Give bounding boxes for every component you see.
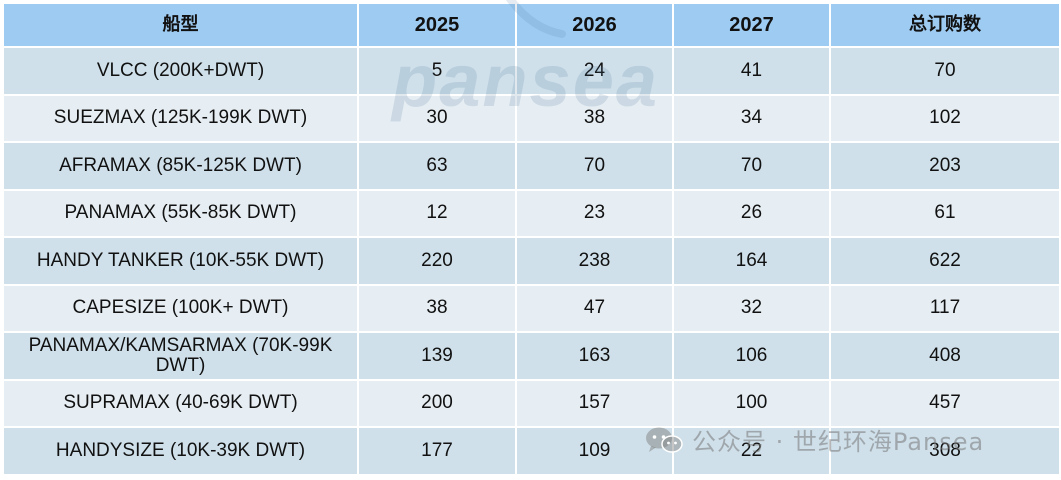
cell-total: 308 [829, 426, 1061, 476]
cell-2025: 200 [357, 378, 517, 428]
table-row: SUPRAMAX (40-69K DWT) 200 157 100 457 [2, 378, 1061, 428]
cell-2027: 100 [672, 378, 831, 428]
cell-total: 117 [829, 283, 1061, 333]
cell-2025: 177 [357, 426, 517, 476]
cell-total: 61 [829, 188, 1061, 238]
cell-2027: 106 [672, 331, 831, 381]
cell-total: 457 [829, 378, 1061, 428]
cell-ship-type: PANAMAX (55K-85K DWT) [2, 188, 359, 238]
table-row: SUEZMAX (125K-199K DWT) 30 38 34 102 [2, 93, 1061, 143]
cell-total: 102 [829, 93, 1061, 143]
cell-2027: 26 [672, 188, 831, 238]
cell-ship-type: VLCC (200K+DWT) [2, 46, 359, 96]
cell-2025: 5 [357, 46, 517, 96]
header-2026: 2026 [515, 2, 674, 48]
table-row: PANAMAX (55K-85K DWT) 12 23 26 61 [2, 188, 1061, 238]
cell-total: 203 [829, 141, 1061, 191]
cell-2026: 238 [515, 236, 674, 286]
cell-2026: 163 [515, 331, 674, 381]
cell-2027: 70 [672, 141, 831, 191]
cell-ship-type: SUPRAMAX (40-69K DWT) [2, 378, 359, 428]
cell-total: 622 [829, 236, 1061, 286]
cell-2026: 70 [515, 141, 674, 191]
cell-2026: 47 [515, 283, 674, 333]
cell-ship-type: CAPESIZE (100K+ DWT) [2, 283, 359, 333]
cell-2025: 38 [357, 283, 517, 333]
table-row: HANDY TANKER (10K-55K DWT) 220 238 164 6… [2, 236, 1061, 286]
cell-2025: 220 [357, 236, 517, 286]
cell-ship-type: HANDYSIZE (10K-39K DWT) [2, 426, 359, 476]
cell-2026: 109 [515, 426, 674, 476]
cell-2025: 63 [357, 141, 517, 191]
cell-total: 408 [829, 331, 1061, 381]
table-row: AFRAMAX (85K-125K DWT) 63 70 70 203 [2, 141, 1061, 191]
table-row: HANDYSIZE (10K-39K DWT) 177 109 22 308 [2, 426, 1061, 476]
table-row: PANAMAX/KAMSARMAX (70K-99K DWT) 139 163 … [2, 331, 1061, 381]
cell-2025: 139 [357, 331, 517, 381]
header-2027: 2027 [672, 2, 831, 48]
cell-ship-type: PANAMAX/KAMSARMAX (70K-99K DWT) [2, 331, 359, 381]
header-total-orders: 总订购数 [829, 2, 1061, 48]
cell-2026: 157 [515, 378, 674, 428]
cell-2027: 164 [672, 236, 831, 286]
cell-2027: 22 [672, 426, 831, 476]
cell-2025: 12 [357, 188, 517, 238]
cell-2027: 41 [672, 46, 831, 96]
cell-2027: 32 [672, 283, 831, 333]
cell-2027: 34 [672, 93, 831, 143]
cell-2026: 24 [515, 46, 674, 96]
table-header-row: 船型 2025 2026 2027 总订购数 [2, 2, 1061, 48]
cell-total: 70 [829, 46, 1061, 96]
cell-2025: 30 [357, 93, 517, 143]
table-row: CAPESIZE (100K+ DWT) 38 47 32 117 [2, 283, 1061, 333]
header-2025: 2025 [357, 2, 517, 48]
cell-2026: 23 [515, 188, 674, 238]
cell-ship-type: AFRAMAX (85K-125K DWT) [2, 141, 359, 191]
cell-2026: 38 [515, 93, 674, 143]
table-row: VLCC (200K+DWT) 5 24 41 70 [2, 46, 1061, 96]
cell-ship-type: SUEZMAX (125K-199K DWT) [2, 93, 359, 143]
cell-ship-type: HANDY TANKER (10K-55K DWT) [2, 236, 359, 286]
header-ship-type: 船型 [2, 2, 359, 48]
